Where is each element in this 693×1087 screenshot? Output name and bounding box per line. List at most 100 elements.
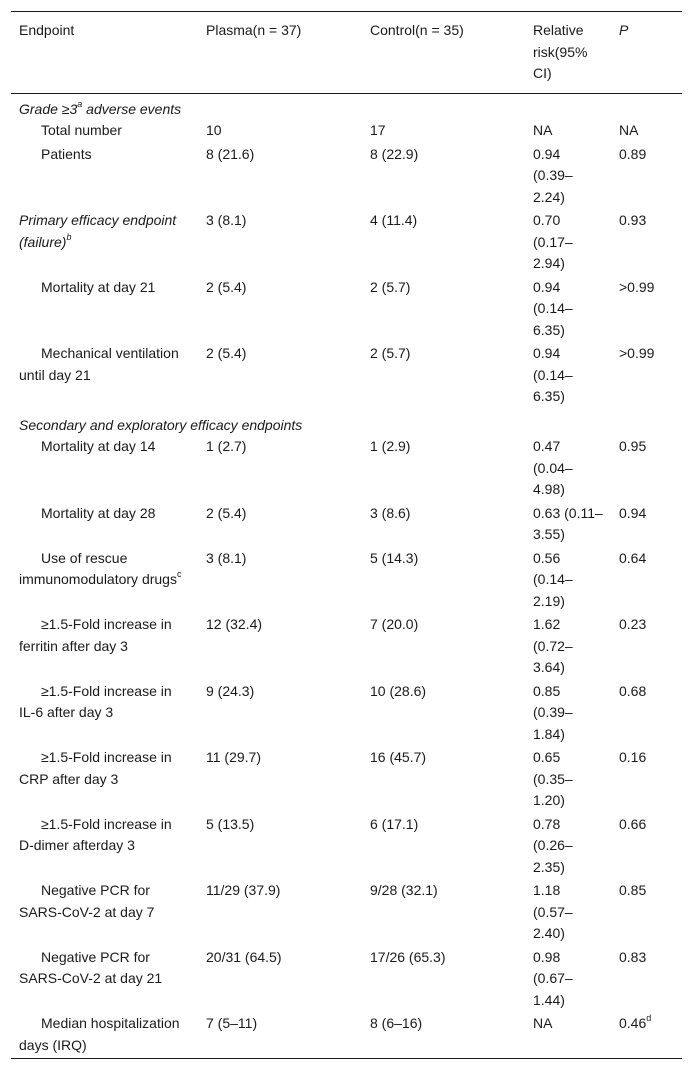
cell-plasma: 7 (5–11) (206, 1015, 258, 1031)
section-title-secondary: Secondary and exploratory efficacy endpo… (19, 416, 303, 433)
cell-plasma: 12 (32.4) (206, 616, 263, 632)
row-label: Negative PCR for SARS-CoV-2 at day 7 (19, 882, 155, 920)
table-row: Mortality at day 28 2 (5.4) 3 (8.6) 0.63… (11, 503, 682, 548)
cell-plasma: 9 (24.3) (206, 682, 255, 699)
table-row: Mortality at day 14 1 (2.7) 1 (2.9) 0.47… (11, 436, 682, 503)
header-plasma: Plasma(n = 37) (206, 22, 302, 38)
row-label-footnote: c (176, 569, 182, 580)
table-row: Negative PCR for SARS-CoV-2 at day 7 11/… (11, 880, 682, 947)
table-row: ≥1.5-Fold increase in ferritin after day… (11, 614, 682, 681)
row-label: ≥1.5-Fold increase in ferritin after day… (19, 616, 172, 654)
cell-p: 0.93 (619, 212, 647, 228)
table-row: Use of rescue immunomodulatory drugsc 3 … (11, 548, 682, 615)
cell-p: 0.66 (619, 815, 647, 832)
cell-plasma: 11 (29.7) (206, 749, 261, 765)
header-p: P (619, 22, 629, 38)
cell-control: 6 (17.1) (370, 815, 419, 832)
row-label: Median hospitalization days (IRQ) (19, 1015, 180, 1053)
cell-rr: 0.85 (0.39–1.84) (533, 682, 573, 742)
table-row: Negative PCR for SARS-CoV-2 at day 21 20… (11, 947, 682, 1014)
cell-rr: 0.94 (0.39–2.24) (533, 145, 573, 205)
row-label: ≥1.5-Fold increase in IL-6 after day 3 (19, 682, 172, 721)
header-control: Control(n = 35) (370, 22, 464, 38)
cell-plasma: 2 (5.4) (206, 345, 247, 361)
cell-rr: 0.98 (0.67–1.44) (533, 948, 573, 1008)
cell-rr: 0.70 (0.17–2.94) (533, 212, 573, 271)
section-adverse-tail: adverse events (82, 100, 182, 117)
table-row: Total number 10 17 NA NA (11, 120, 682, 144)
row-label-text: Use of rescue immunomodulatory drugs (19, 549, 177, 588)
cell-rr: 0.65 (0.35–1.20) (533, 749, 573, 808)
cell-p: 0.16 (619, 749, 647, 765)
cell-plasma: 11/29 (37.9) (206, 882, 281, 898)
row-label: Mortality at day 28 (41, 504, 156, 521)
section-adverse-text: Grade ≥3 (19, 100, 78, 117)
cell-p: >0.99 (619, 278, 655, 295)
cell-p-footnote: d (646, 1013, 652, 1024)
cell-control: 2 (5.7) (370, 278, 411, 295)
cell-plasma: 10 (206, 122, 222, 138)
cell-p: 0.94 (619, 504, 647, 521)
section-row-secondary: Secondary and exploratory efficacy endpo… (11, 410, 682, 437)
cell-plasma: 20/31 (64.5) (206, 948, 282, 965)
cell-control: 3 (8.6) (370, 504, 411, 521)
row-label: Mortality at day 21 (41, 278, 156, 295)
table-row: Patients 8 (21.6) 8 (22.9) 0.94 (0.39–2.… (11, 144, 682, 211)
cell-plasma: 2 (5.4) (206, 504, 247, 521)
cell-control: 16 (45.7) (370, 749, 427, 765)
cell-control: 5 (14.3) (370, 549, 419, 566)
row-label: Use of rescue immunomodulatory drugsc (11, 548, 198, 615)
header-row: Endpoint Plasma(n = 37) Control(n = 35) … (11, 11, 682, 93)
section-adverse-footnote: a (77, 98, 83, 109)
section-title-adverse: Grade ≥3a adverse events (11, 93, 682, 120)
cell-rr: 0.56 (0.14–2.19) (533, 549, 573, 609)
row-label: Primary efficacy endpoint (failure)b (11, 210, 198, 277)
cell-p: 0.23 (619, 616, 647, 632)
row-label: Patients (41, 145, 92, 162)
row-label-text: Primary efficacy endpoint (failure) (19, 212, 177, 250)
cell-control: 8 (6–16) (370, 1015, 423, 1031)
cell-plasma: 8 (21.6) (206, 145, 255, 162)
cell-plasma: 3 (8.1) (206, 212, 247, 228)
cell-control: 4 (11.4) (370, 212, 418, 228)
section-row-adverse: Grade ≥3a adverse events (11, 93, 682, 120)
row-label: Total number (41, 122, 122, 138)
cell-rr: NA (533, 1015, 553, 1031)
cell-plasma: 1 (2.7) (206, 438, 247, 454)
cell-p: 0.83 (619, 948, 647, 965)
table-row: Mechanical ventilation until day 21 2 (5… (11, 343, 682, 410)
results-table: Endpoint Plasma(n = 37) Control(n = 35) … (11, 11, 682, 1059)
cell-p: 0.89 (619, 145, 647, 162)
table-row: ≥1.5-Fold increase in D-dimer afterday 3… (11, 814, 682, 881)
table-row: Mortality at day 21 2 (5.4) 2 (5.7) 0.94… (11, 277, 682, 344)
header-relative-risk: Relative risk(95% CI) (533, 22, 588, 81)
row-label: Mechanical ventilation until day 21 (19, 345, 179, 383)
cell-p: 0.64 (619, 549, 647, 566)
cell-control: 17/26 (65.3) (370, 948, 446, 965)
cell-rr: 1.18 (0.57–2.40) (533, 882, 573, 941)
row-label: ≥1.5-Fold increase in D-dimer afterday 3 (19, 815, 172, 854)
row-label: ≥1.5-Fold increase in CRP after day 3 (19, 749, 172, 787)
cell-rr: 0.47 (0.04–4.98) (533, 438, 573, 497)
cell-control: 2 (5.7) (370, 345, 411, 361)
cell-p: NA (619, 122, 639, 138)
row-label-footnote: b (66, 231, 72, 242)
header-endpoint: Endpoint (19, 22, 75, 38)
results-table-container: Endpoint Plasma(n = 37) Control(n = 35) … (11, 11, 682, 1059)
cell-rr: NA (533, 122, 553, 138)
cell-plasma: 3 (8.1) (206, 549, 247, 566)
cell-p: 0.68 (619, 682, 647, 699)
table-row: Primary efficacy endpoint (failure)b 3 (… (11, 210, 682, 277)
cell-control: 8 (22.9) (370, 145, 419, 162)
cell-rr: 0.94 (0.14–6.35) (533, 345, 573, 404)
table-row: Median hospitalization days (IRQ) 7 (5–1… (11, 1013, 682, 1059)
table-row: ≥1.5-Fold increase in CRP after day 3 11… (11, 747, 682, 814)
row-label: Mortality at day 14 (41, 438, 156, 454)
cell-p: 0.95 (619, 438, 647, 454)
cell-control: 1 (2.9) (370, 438, 411, 454)
cell-rr: 0.63 (0.11–3.55) (533, 504, 603, 543)
cell-control: 10 (28.6) (370, 682, 427, 699)
cell-control: 17 (370, 122, 386, 138)
cell-rr: 1.62 (0.72–3.64) (533, 616, 573, 675)
cell-p: >0.99 (619, 345, 655, 361)
